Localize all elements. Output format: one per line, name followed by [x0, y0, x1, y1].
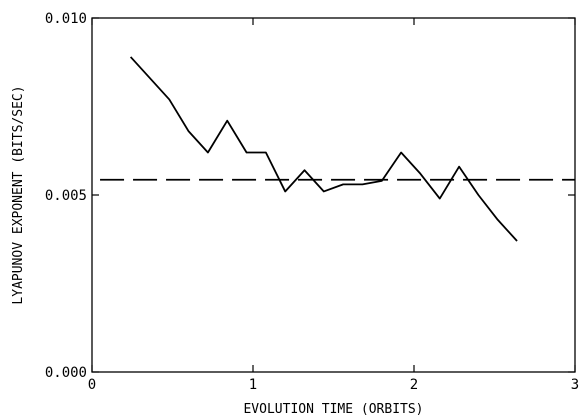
x-tick-label: 1 — [249, 377, 257, 393]
y-axis-label: LYAPUNOV EXPONENT (BITS/SEC) — [11, 85, 26, 304]
x-tick-label: 2 — [410, 377, 418, 393]
axis-tick-labels: 0 1 2 3 0.000 0.005 0.010 — [45, 11, 579, 393]
y-tick-label: 0.000 — [45, 365, 87, 381]
x-tick-label: 3 — [571, 377, 579, 393]
x-tick-label: 0 — [88, 377, 96, 393]
axis-ticks — [91, 17, 576, 373]
plot-frame — [91, 17, 576, 373]
x-axis-label: EVOLUTION TIME (ORBITS) — [243, 402, 423, 417]
y-tick-label: 0.010 — [45, 11, 87, 27]
lyapunov-series-line — [129, 56, 518, 242]
series-layer — [100, 56, 575, 242]
y-tick-label: 0.005 — [45, 188, 87, 204]
